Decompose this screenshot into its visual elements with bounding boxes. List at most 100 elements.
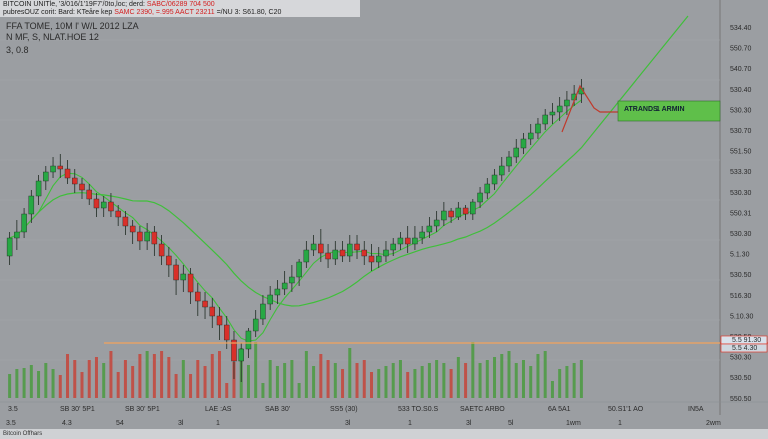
y-tick-label: 530.30 — [730, 190, 752, 197]
volume-bar — [391, 363, 395, 398]
candle-body — [64, 168, 71, 179]
volume-bar — [449, 369, 453, 398]
price-axis: 534.40 550.70 540.70 530.40 530.30 530.70 551.… — [720, 25, 768, 403]
volume-bar — [319, 354, 323, 398]
candle-body — [72, 177, 78, 185]
candle-body — [499, 165, 505, 176]
candle-body — [35, 180, 42, 197]
time-axis: 3.5 SB 30' 5P1 SB 30' 5P1 LAE :AS SAB 30' SS5… — [0, 401, 768, 427]
y-tick-label: 540.70 — [730, 66, 752, 73]
volume-bar — [500, 354, 504, 398]
volume-bar — [464, 363, 468, 398]
volume-bar — [152, 354, 156, 398]
y-tick-label: 530.30 — [730, 231, 752, 238]
volume-bar — [536, 354, 540, 398]
header-line-2: pubresOUZ corit: Bard: KTeåre kep SAMC 2… — [3, 9, 357, 17]
candle-body — [6, 237, 13, 257]
candle-body — [383, 249, 389, 257]
candle-body — [195, 291, 201, 302]
y-tick-label: 550.70 — [730, 46, 752, 53]
x-tick-label-row2: 3l — [345, 420, 351, 427]
y-tick-label: 530.30 — [730, 107, 752, 114]
candle-body — [122, 216, 129, 227]
volume-bar — [427, 363, 431, 398]
candle-body — [441, 210, 447, 221]
candle-body — [484, 183, 491, 194]
x-tick-label-row2: 1 — [408, 420, 412, 427]
volume-bar — [225, 383, 229, 398]
candle-body — [216, 315, 223, 326]
chart-background — [0, 0, 768, 429]
y-tick-label: 530.50 — [730, 375, 752, 382]
volume-bar — [261, 383, 265, 398]
volume-bar — [333, 363, 337, 398]
x-tick-label-row2: 1 — [618, 420, 622, 427]
volume-bar — [420, 366, 424, 398]
moving-averages — [9, 15, 689, 342]
volume-bar — [283, 363, 287, 398]
candle-body — [202, 300, 208, 308]
candle-body — [28, 195, 35, 215]
volume-bar — [290, 360, 294, 398]
candle-body — [129, 225, 136, 233]
volume-bar — [66, 354, 70, 398]
candle-body — [57, 165, 64, 170]
candle-body — [491, 174, 498, 185]
candle-body — [542, 114, 548, 125]
x-tick-label-row1: SAB 30' — [265, 406, 290, 413]
volume-bar — [22, 368, 26, 398]
volume-bar — [493, 357, 497, 398]
candle-body — [368, 255, 375, 263]
price-label-top: 5.5 91.30 — [732, 337, 761, 344]
candle-body — [477, 192, 483, 203]
x-tick-label-row1: IN5A — [688, 406, 704, 413]
candle-body — [455, 207, 462, 218]
volume-bar — [181, 360, 185, 398]
volume-bar — [87, 360, 91, 398]
candle-body — [108, 201, 114, 212]
header-line2-c: =/NU 3: S61.80, C20 — [216, 9, 282, 16]
volume-bar — [456, 357, 460, 398]
price-label-bottom: 5.5 4.30 — [732, 345, 757, 352]
x-tick-label-row1: 3.5 — [8, 406, 18, 413]
volume-bar — [167, 357, 171, 398]
x-tick-label-row2: 2wm — [706, 420, 721, 427]
candle-body — [318, 243, 324, 254]
x-tick-label-row1: LAE :AS — [205, 406, 232, 413]
price-label-bottom-box — [720, 343, 768, 353]
volume-bar — [196, 360, 200, 398]
volume-bar — [44, 363, 48, 398]
candle-body — [224, 324, 230, 341]
info-line-1: FFA TOME, 10M l' W/L 2012 LZA — [6, 21, 139, 31]
volume-bar — [94, 357, 98, 398]
candle-body — [289, 276, 295, 284]
volume-bar — [521, 360, 525, 398]
volume-bar — [218, 351, 222, 398]
x-tick-label-row2: 54 — [116, 420, 124, 427]
volume-bar — [398, 360, 402, 398]
volume-bar — [471, 342, 475, 398]
candle-body — [231, 339, 237, 362]
candle-body — [412, 237, 418, 245]
volume-bar — [442, 363, 446, 398]
candle-body — [245, 330, 252, 350]
info-line-2: N MF, S, NLAT.HOE 12 — [6, 32, 99, 42]
candle-body — [238, 348, 244, 362]
candle-body — [397, 237, 404, 245]
volume-bar — [377, 369, 381, 398]
candle-body — [79, 183, 85, 191]
volume-bar — [507, 351, 511, 398]
x-tick-label-row2: 1wm — [566, 420, 581, 427]
volume-bar — [37, 371, 41, 398]
candle-body — [137, 231, 143, 242]
volume-bar — [341, 369, 345, 398]
candle-body — [535, 123, 541, 134]
candle-body — [86, 189, 92, 200]
header-line2-b: SAMC 2390, =.995 AACT 23211 — [114, 9, 217, 16]
y-tick-label: 530.40 — [730, 87, 752, 94]
candle-body — [274, 288, 281, 296]
volume-bar — [348, 348, 352, 398]
ma-fast-line — [9, 99, 582, 342]
y-tick-label: 5.10.30 — [730, 313, 753, 320]
y-tick-label: 534.40 — [730, 25, 752, 32]
